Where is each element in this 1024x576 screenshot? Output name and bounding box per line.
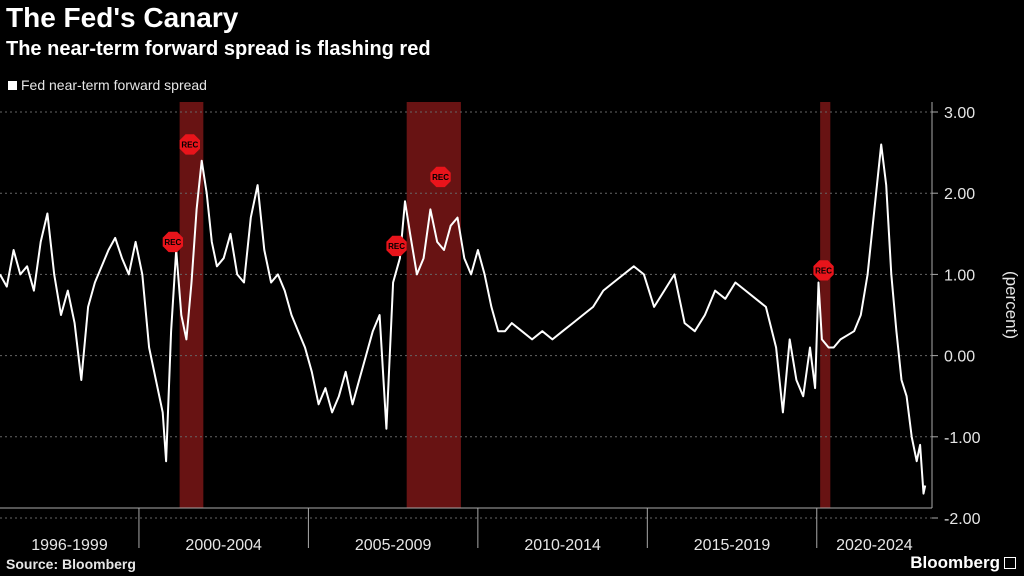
recession-marker-0	[162, 231, 183, 253]
recession-marker-label-0: REC	[164, 238, 181, 247]
x-tick-label-3: 2010-2014	[524, 537, 601, 554]
y-tick-label-1: 2.00	[944, 186, 975, 203]
legend-label: Fed near-term forward spread	[21, 77, 207, 93]
bloomberg-logo: Bloomberg	[910, 553, 1016, 573]
x-tick-label-0: 1996-1999	[31, 537, 108, 554]
x-tick-label-1: 2000-2004	[185, 537, 262, 554]
x-tick-label-4: 2015-2019	[694, 537, 771, 554]
recession-marker-label-2: REC	[388, 242, 405, 251]
y-tick-label-0: 3.00	[944, 105, 975, 122]
y-tick-label-2: 1.00	[944, 267, 975, 284]
recession-marker-4	[813, 260, 834, 281]
y-tick-label-3: 0.00	[944, 349, 975, 366]
recession-marker-1	[179, 134, 200, 155]
x-tick-label-2: 2005-2009	[355, 537, 432, 554]
legend-swatch	[8, 80, 17, 90]
recession-band-0	[179, 102, 204, 508]
brand-label: Bloomberg	[910, 553, 1000, 572]
recession-marker-label-4: REC	[815, 266, 832, 275]
recession-marker-3	[430, 166, 451, 188]
chart-title: The Fed's Canary	[6, 2, 239, 33]
series-line-0	[0, 143, 927, 495]
recession-marker-label-3: REC	[432, 173, 449, 182]
y-tick-label-5: -2.00	[944, 511, 981, 528]
y-axis-label: (percent)	[1002, 271, 1021, 339]
x-tick-label-5: 2020-2024	[836, 537, 913, 554]
recession-marker-2	[386, 235, 407, 257]
recession-band-2	[820, 102, 831, 508]
chart-subtitle: The near-term forward spread is flashing…	[6, 38, 431, 60]
recession-band-1	[406, 102, 461, 508]
bar-chart-icon	[1004, 557, 1016, 569]
legend: Fed near-term forward spread	[8, 77, 207, 93]
source-note: Source: Bloomberg	[6, 556, 136, 572]
y-tick-label-4: -1.00	[944, 430, 981, 447]
recession-marker-label-1: REC	[181, 140, 198, 149]
